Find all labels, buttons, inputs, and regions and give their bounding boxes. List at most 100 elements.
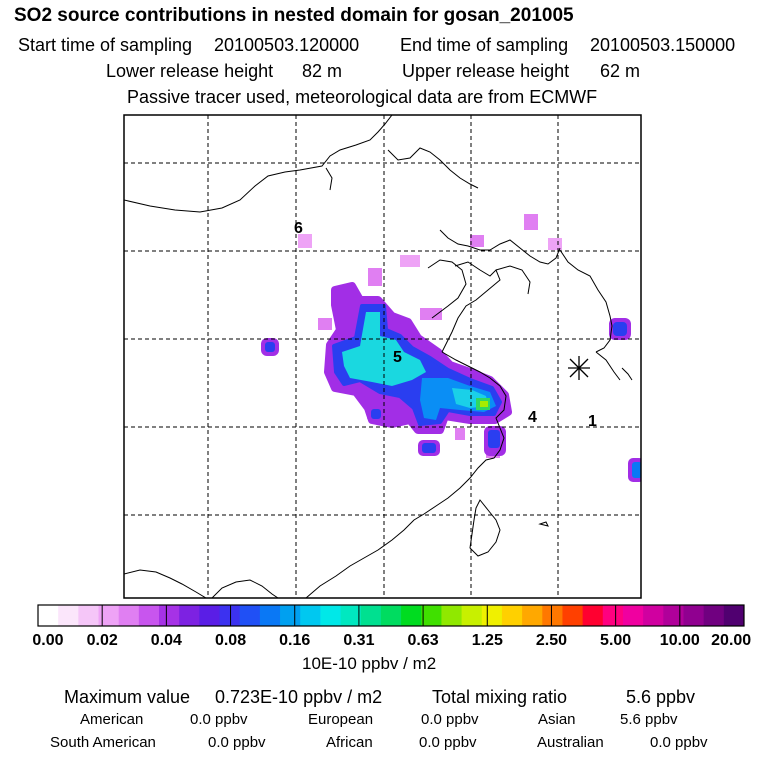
isolated-blob: [265, 342, 275, 352]
colorbar-swatch: [582, 605, 604, 626]
colorbar-tick-label: 0.16: [279, 632, 311, 649]
american-value: 0.0 ppbv: [190, 711, 248, 728]
colorbar-swatch: [622, 605, 644, 626]
start-time-value: 20100503.120000: [214, 35, 360, 55]
site-label: 6: [294, 220, 303, 237]
isolated-blob: [371, 409, 381, 419]
plume-fringe: [318, 318, 332, 330]
plume-fringe: [420, 308, 442, 320]
colorbar-swatch: [239, 605, 261, 626]
colorbar-tick-label: 0.08: [214, 632, 247, 649]
max-value: 0.723E-10 ppbv / m2: [215, 687, 383, 707]
isolated-blob: [488, 430, 500, 448]
plume-fringe: [524, 214, 538, 230]
figure-title: SO2 source contributions in nested domai…: [14, 5, 574, 26]
colorbar-swatch: [199, 605, 221, 626]
colorbar-swatch: [340, 605, 362, 626]
colorbar-swatch: [259, 605, 281, 626]
isolated-blob: [422, 443, 436, 453]
colorbar-tick-label: 20.00: [711, 632, 752, 649]
plume-fringe: [298, 234, 312, 248]
lower-height-label: Lower release height: [106, 61, 274, 81]
colorbar-swatch: [300, 605, 321, 626]
max-value-label: Maximum value: [64, 687, 191, 707]
colorbar-tick-label: 2.50: [535, 632, 568, 649]
colorbar-swatch: [421, 605, 442, 626]
lower-height-value: 82 m: [302, 61, 343, 81]
colorbar-swatch: [723, 605, 745, 626]
african-value: 0.0 ppbv: [419, 734, 477, 751]
isolated-blob: [613, 322, 627, 336]
colorbar-swatch: [602, 605, 624, 626]
colorbar-swatch: [58, 605, 79, 626]
australian-label: Australian: [537, 734, 604, 751]
plume-layer: [261, 214, 641, 482]
colorbar-swatch: [159, 605, 180, 626]
plume-fringe: [400, 255, 420, 267]
colorbar-tick-label: 0.00: [32, 632, 64, 649]
european-value: 0.0 ppbv: [421, 711, 479, 728]
colorbar-swatch: [98, 605, 120, 626]
south-american-label: South American: [50, 734, 156, 751]
colorbar-tick-label: 10.00: [659, 632, 700, 649]
colorbar-frame: [37, 604, 745, 627]
colorbar-swatch: [320, 605, 342, 626]
colorbar-tick-label: 0.31: [343, 632, 375, 649]
asian-value: 5.6 ppbv: [620, 711, 678, 728]
asterisk-icon: [568, 356, 590, 380]
colorbar-tick-label: 0.04: [150, 632, 182, 649]
lat-lon-grid: [124, 115, 641, 598]
colorbar-swatch: [118, 605, 140, 626]
colorbar-swatch: [380, 605, 402, 626]
site-label: 4: [528, 409, 537, 426]
isolated-blob: [632, 462, 641, 478]
end-time-value: 20100503.150000: [590, 35, 736, 55]
colorbar-swatch: [280, 605, 301, 626]
upper-height-value: 62 m: [600, 61, 641, 81]
european-label: European: [308, 711, 374, 728]
total-mixing-label: Total mixing ratio: [432, 687, 568, 707]
plume-fringe: [455, 428, 465, 440]
end-time-label: End time of sampling: [400, 35, 569, 55]
african-label: African: [326, 734, 373, 751]
plume-hotspot: [480, 401, 488, 407]
plume-fringe: [368, 268, 382, 286]
total-mixing-value: 5.6 ppbv: [626, 687, 696, 707]
coastlines: [124, 115, 633, 598]
colorbar-swatch: [401, 605, 422, 626]
colorbar: [37, 605, 745, 626]
colorbar-swatch: [703, 605, 725, 626]
site-label: 1: [588, 413, 597, 430]
colorbar-tick-label: 0.02: [86, 632, 118, 649]
colorbar-swatch: [38, 605, 59, 626]
colorbar-tick-label: 1.25: [471, 632, 503, 649]
start-time-label: Start time of sampling: [18, 35, 193, 55]
colorbar-swatch: [522, 605, 543, 626]
colorbar-unit: 10E-10 ppbv / m2: [302, 654, 437, 673]
asian-label: Asian: [538, 711, 576, 728]
upper-height-label: Upper release height: [402, 61, 570, 81]
south-american-value: 0.0 ppbv: [208, 734, 266, 751]
colorbar-swatch: [360, 605, 382, 626]
colorbar-swatch: [481, 605, 503, 626]
colorbar-swatch: [461, 605, 483, 626]
colorbar-swatch: [219, 605, 241, 626]
colorbar-swatch: [179, 605, 200, 626]
colorbar-tick-label: 0.63: [407, 632, 439, 649]
colorbar-swatch: [441, 605, 463, 626]
map-frame: [123, 114, 642, 599]
colorbar-swatch: [562, 605, 584, 626]
plume-fringe: [470, 235, 484, 247]
australian-value: 0.0 ppbv: [650, 734, 708, 751]
site-label: 5: [393, 349, 402, 366]
colorbar-swatch: [663, 605, 684, 626]
colorbar-tick-label: 5.00: [600, 632, 632, 649]
colorbar-swatch: [643, 605, 664, 626]
tracer-note: Passive tracer used, meteorological data…: [127, 87, 598, 107]
colorbar-swatch: [542, 605, 563, 626]
american-label: American: [80, 711, 144, 728]
colorbar-swatch: [501, 605, 523, 626]
colorbar-swatch: [683, 605, 705, 626]
colorbar-swatch: [78, 605, 100, 626]
